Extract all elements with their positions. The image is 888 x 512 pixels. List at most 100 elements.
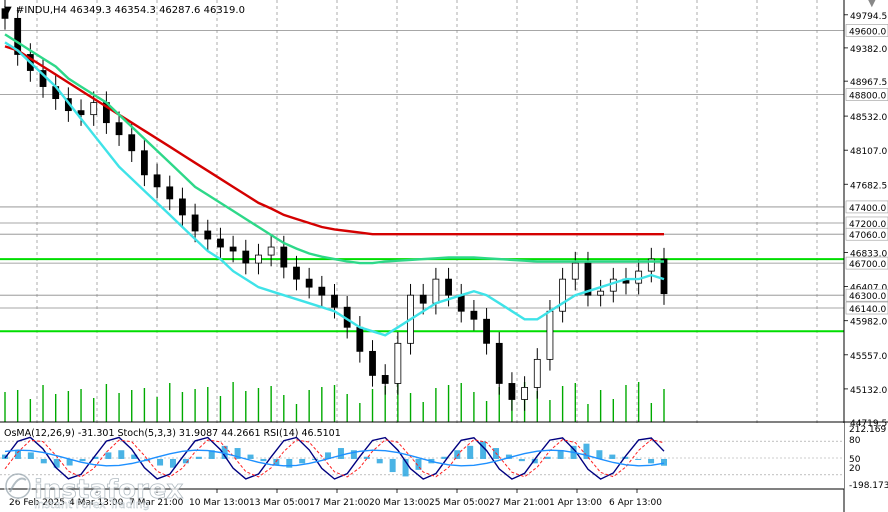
level-label-box bbox=[845, 301, 888, 315]
level-label: 47400.0 bbox=[849, 204, 886, 214]
time-tick-label: 13 Mar 05:00 bbox=[249, 498, 309, 508]
indicator-label: OsMA(12,26,9) -31.301 Stoch(5,3,3) 31.90… bbox=[4, 428, 341, 439]
candle-bearish bbox=[179, 198, 186, 216]
osma-bar bbox=[544, 456, 551, 459]
ema-fast-line bbox=[4, 41, 665, 337]
osma-bar bbox=[518, 458, 525, 462]
osma-histogram bbox=[2, 441, 667, 477]
osma-bar bbox=[27, 452, 34, 459]
candle-bullish bbox=[432, 278, 440, 304]
osma-bar bbox=[505, 454, 512, 459]
level-label-box bbox=[845, 24, 888, 37]
price-tick-label: 48967.5 bbox=[850, 78, 887, 88]
candle-bullish bbox=[90, 102, 98, 116]
candle-bearish bbox=[280, 246, 288, 268]
main-plot-area[interactable] bbox=[0, 0, 844, 422]
price-tick-label: 49794.5 bbox=[850, 12, 887, 22]
osma-bar bbox=[260, 458, 267, 462]
level-label: 46140.0 bbox=[849, 305, 886, 315]
candle-bearish bbox=[457, 294, 465, 312]
level-label-box bbox=[845, 200, 888, 214]
osma-bar bbox=[2, 454, 8, 459]
time-tick-label: 25 Mar 05:00 bbox=[429, 498, 489, 508]
candle-bullish bbox=[559, 278, 567, 312]
time-tick-label: 20 Mar 13:00 bbox=[369, 498, 429, 508]
osma-bar bbox=[635, 458, 642, 460]
time-tick-label: 26 Feb 2025 bbox=[9, 498, 65, 508]
osma-bar bbox=[389, 458, 396, 473]
osma-bar bbox=[454, 450, 461, 459]
osma-bar bbox=[40, 458, 47, 464]
osma-bar bbox=[325, 452, 332, 459]
candle-bearish bbox=[166, 186, 174, 200]
ema-mid-line bbox=[4, 33, 664, 265]
indicator-levels bbox=[0, 440, 844, 476]
price-tick-label: 48107.0 bbox=[850, 147, 887, 157]
osma-bar bbox=[337, 448, 344, 459]
candle-bearish bbox=[204, 230, 212, 240]
time-tick-label: 10 Mar 13:00 bbox=[189, 498, 249, 508]
time-axis[interactable]: 26 Feb 2025 4 Mar 13:00 7 Mar 21:00 10 Mar … bbox=[9, 489, 662, 508]
osma-bar bbox=[169, 458, 176, 468]
osma-bar bbox=[157, 458, 164, 466]
time-tick-label: 4 Mar 13:00 bbox=[69, 498, 124, 508]
osma-bar bbox=[648, 458, 655, 464]
candle-bearish bbox=[128, 134, 136, 152]
scroll-marker-icon[interactable]: ▼ bbox=[868, 0, 876, 9]
osma-bar bbox=[182, 458, 189, 464]
time-tick-label: 6 Apr 13:00 bbox=[609, 498, 662, 508]
candle-bearish bbox=[470, 310, 478, 320]
candle-bearish bbox=[584, 262, 592, 296]
candle-bearish bbox=[1, 8, 9, 19]
price-tick-label: 45982.0 bbox=[850, 318, 887, 328]
osma-bar bbox=[609, 454, 616, 459]
candle-bullish bbox=[533, 358, 541, 388]
osma-bar bbox=[53, 458, 60, 468]
osma-bar bbox=[195, 456, 202, 459]
price-axis[interactable]: 49794.5 49382.0 48967.5 48532.0 48107.0 47682… bbox=[844, 12, 887, 429]
candle-bearish bbox=[508, 383, 516, 400]
candle-bearish bbox=[381, 375, 389, 384]
candle-bullish bbox=[647, 258, 655, 272]
osma-bar bbox=[208, 450, 215, 459]
price-tick-label: 49382.0 bbox=[850, 45, 887, 55]
candle-bearish bbox=[445, 278, 452, 296]
osma-bar bbox=[415, 458, 422, 470]
candle-bearish bbox=[229, 246, 237, 252]
osma-bar bbox=[557, 450, 564, 459]
osma-bar bbox=[583, 443, 590, 459]
candle-bullish bbox=[394, 342, 402, 384]
candle-bearish bbox=[115, 122, 123, 136]
header-arrow[interactable]: ▼ bbox=[4, 5, 12, 16]
watermark: instaforex Instant Forex Trading bbox=[4, 472, 184, 511]
candle-bearish bbox=[217, 238, 224, 248]
candle-bearish bbox=[153, 174, 161, 188]
watermark-tagline: Instant Forex Trading bbox=[34, 498, 150, 511]
osma-bar bbox=[531, 458, 538, 464]
osma-bar bbox=[79, 458, 86, 462]
osma-bar bbox=[14, 450, 21, 459]
price-tick-label: 45132.0 bbox=[850, 386, 887, 396]
price-tick-label: 48532.0 bbox=[850, 113, 887, 123]
candle-bullish bbox=[255, 254, 262, 264]
candle-bearish bbox=[305, 278, 313, 288]
candle-bullish bbox=[609, 278, 617, 292]
candle-bearish bbox=[495, 342, 503, 384]
level-label: 49600.0 bbox=[849, 27, 886, 37]
candle-bearish bbox=[141, 150, 148, 176]
indicator-axis-label: -198.173 bbox=[849, 481, 888, 491]
stochastic-signal-line bbox=[4, 439, 665, 478]
candle-bearish bbox=[660, 258, 668, 295]
level-label: 46300.0 bbox=[849, 292, 886, 302]
osma-bar bbox=[299, 458, 306, 464]
candle-bullish bbox=[635, 270, 643, 284]
watermark-brand: instaforex bbox=[34, 475, 184, 505]
level-label: 46700.0 bbox=[849, 260, 886, 270]
osma-bar bbox=[105, 452, 112, 459]
watermark-logo-icon bbox=[4, 472, 32, 500]
candle-bearish bbox=[369, 350, 376, 376]
candle-bearish bbox=[331, 294, 338, 308]
